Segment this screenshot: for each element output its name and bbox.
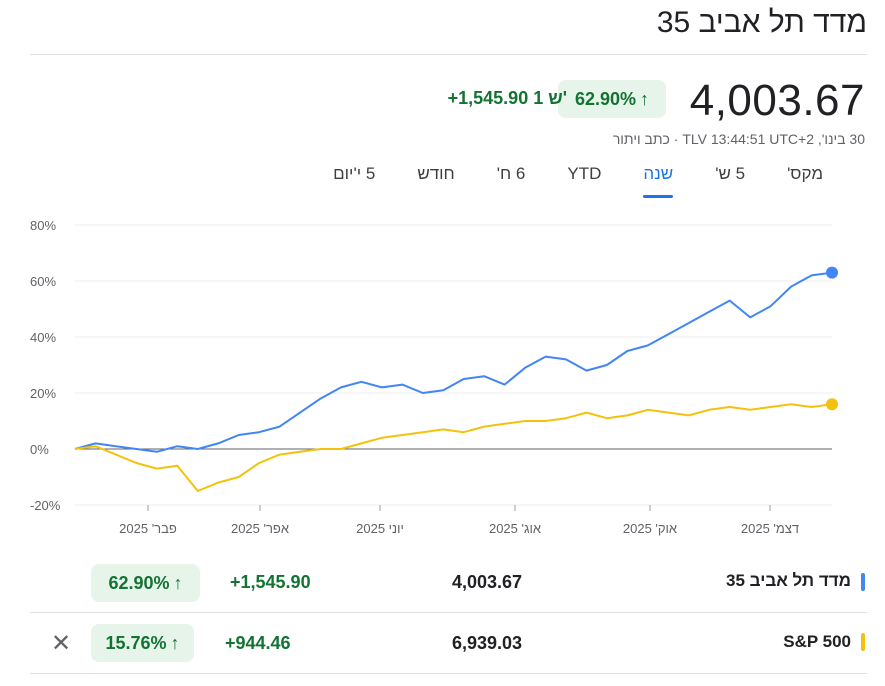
- tab-5-days[interactable]: 5 י': [353, 164, 376, 183]
- tab-month[interactable]: חודש: [417, 164, 455, 183]
- x-tick-label: דצמ' 2025: [741, 521, 799, 536]
- page-title: מדד תל אביב 35: [656, 6, 867, 39]
- tab-ytd[interactable]: YTD: [567, 164, 602, 183]
- current-price: 4,003.67: [689, 76, 865, 125]
- timestamp-meta[interactable]: 30 בינו', TLV 13:44:51 UTC+2 · כתב ויתור: [612, 131, 865, 147]
- y-tick-label: 40%: [30, 330, 56, 345]
- arrow-up-icon: ↑: [640, 88, 650, 109]
- row-change-ta35: +1,545.90: [230, 572, 311, 592]
- tab-6-months[interactable]: 6 ח': [496, 164, 526, 183]
- range-tabs: יום 5 י' חודש 6 ח' YTD שנה 5 ש' מקס': [333, 160, 865, 198]
- table-divider: [30, 612, 867, 613]
- y-tick-label: 80%: [30, 218, 56, 233]
- tab-year[interactable]: שנה: [643, 160, 673, 198]
- row-pct-badge-ta35: 62.90% ↑: [91, 564, 200, 602]
- tab-max[interactable]: מקס': [787, 164, 823, 183]
- row-pct-badge-sp500: 15.76% ↑: [91, 624, 194, 662]
- series-line-1: [74, 403, 833, 492]
- row-name-ta35[interactable]: מדד תל אביב 35: [726, 571, 851, 590]
- row-value-ta35: 4,003.67: [452, 572, 523, 592]
- row-name-sp500[interactable]: S&P 500: [783, 632, 851, 651]
- pct-change-value: 62.90%: [574, 88, 637, 109]
- x-tick-label: אוג' 2025: [489, 521, 541, 536]
- pct-change-badge: 62.90% ↑: [558, 80, 666, 118]
- header-divider: [30, 54, 867, 55]
- row-pct-sp500: 15.76%: [105, 632, 167, 653]
- series-swatch-blue: [861, 573, 865, 591]
- y-tick-label: -20%: [30, 498, 61, 513]
- y-tick-label: 60%: [30, 274, 56, 289]
- close-icon[interactable]: ✕: [50, 630, 72, 657]
- series-end-dot-0: [826, 266, 838, 279]
- x-tick-label: אוק' 2025: [623, 521, 677, 536]
- y-tick-label: 20%: [30, 386, 56, 401]
- table-bottom-divider: [30, 673, 867, 674]
- row-change-sp500: +944.46: [225, 633, 291, 653]
- tab-day[interactable]: יום: [333, 164, 354, 183]
- x-tick-label: אפר' 2025: [231, 521, 289, 536]
- row-value-sp500: 6,939.03: [452, 633, 523, 653]
- series-swatch-yellow: [861, 633, 865, 651]
- arrow-up-icon: ↑: [173, 572, 183, 593]
- series-line-0: [74, 271, 833, 453]
- series-end-dot-1: [826, 398, 838, 411]
- row-pct-ta35: 62.90%: [108, 572, 170, 593]
- performance-chart[interactable]: 80% 60% 40% 20% 0% -20% פבר' 2025 אפר' 2025 יוני…: [0, 205, 885, 545]
- abs-change: +1,545.90 1 ש': [447, 88, 567, 108]
- x-tick-label: יוני 2025: [356, 521, 404, 536]
- x-tick-label: פבר' 2025: [119, 521, 177, 536]
- arrow-up-icon: ↑: [170, 632, 180, 653]
- y-tick-label: 0%: [30, 442, 49, 457]
- tab-5-years[interactable]: 5 ש': [715, 164, 746, 183]
